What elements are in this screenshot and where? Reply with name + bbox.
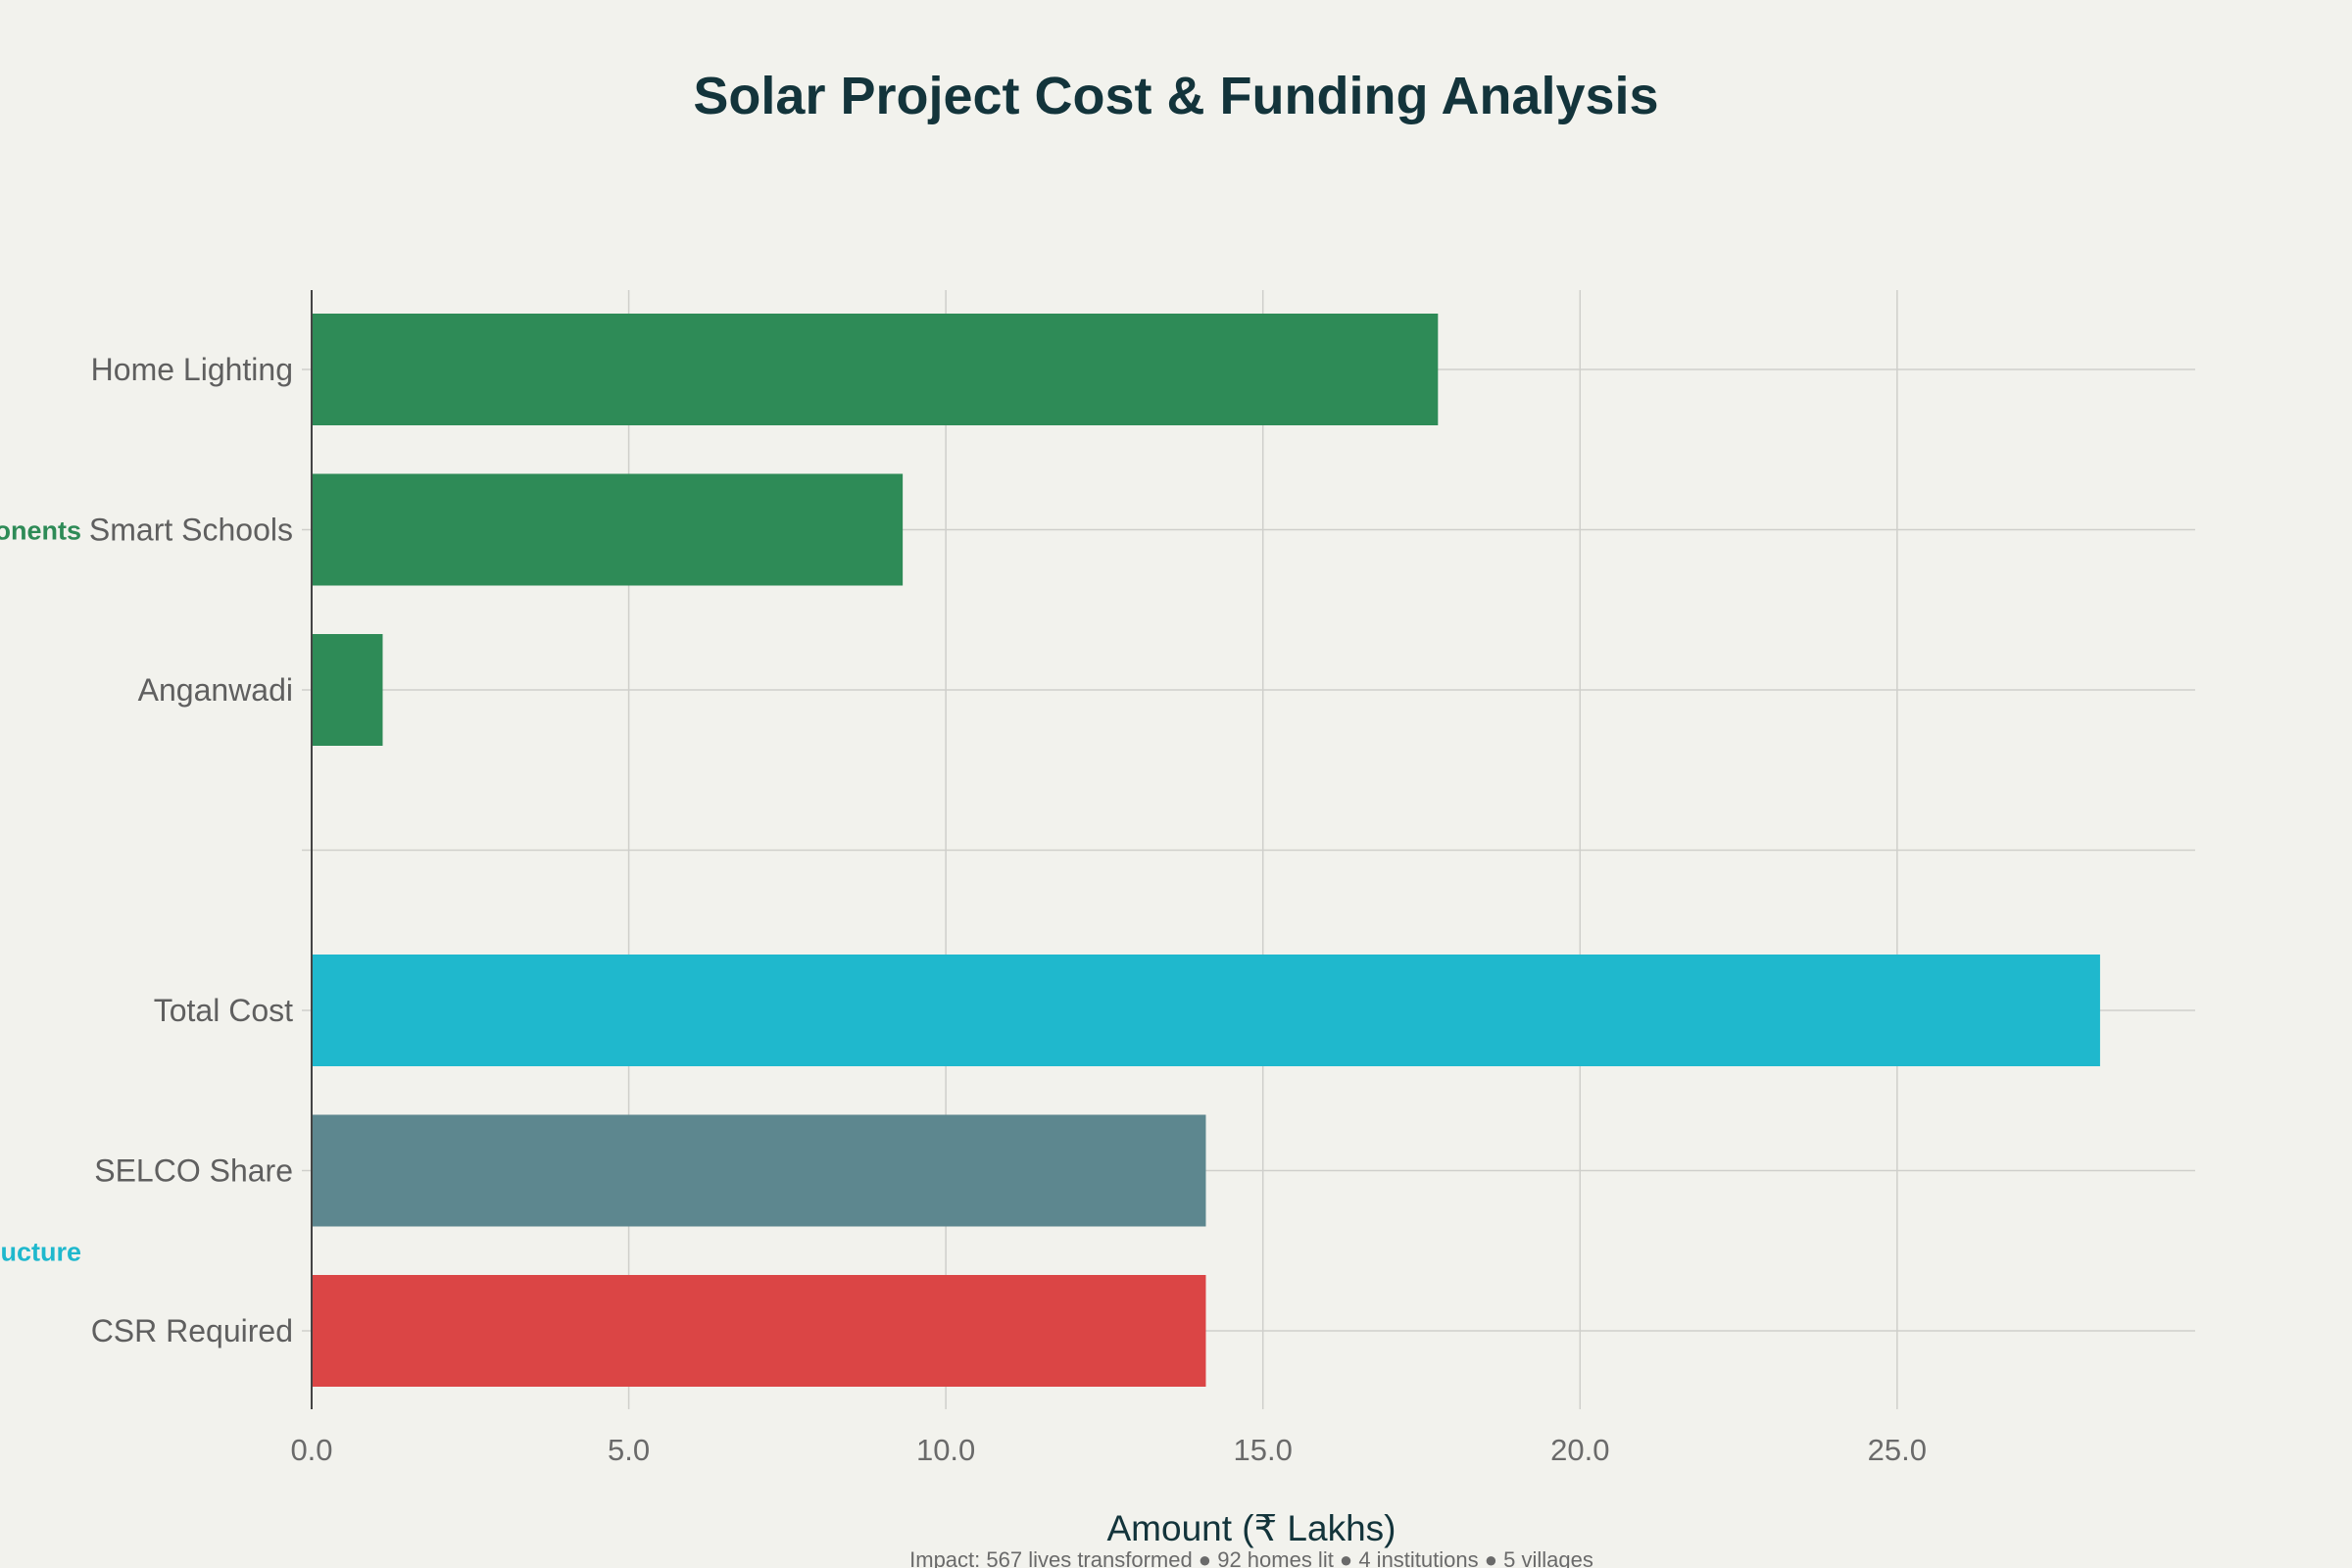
x-tick-labels: 0.0 5.0 10.0 15.0 20.0 25.0	[290, 1433, 1927, 1467]
category-labels: Home Lighting Smart Schools Anganwadi Total…	[89, 352, 293, 1348]
category-label: CSR Required	[91, 1313, 293, 1348]
x-tick-label: 25.0	[1868, 1433, 1927, 1467]
chart-title: Solar Project Cost & Funding Analysis	[693, 67, 1658, 125]
bar	[312, 314, 1439, 425]
bar	[312, 1114, 1206, 1227]
bar	[312, 955, 2100, 1066]
x-tick-label: 20.0	[1550, 1433, 1609, 1467]
bar	[312, 1275, 1206, 1387]
x-axis-title: Amount (₹ Lakhs)	[1107, 1508, 1396, 1548]
x-tick-label: 5.0	[608, 1433, 650, 1467]
category-label: SELCO Share	[94, 1153, 293, 1189]
group-label: onents	[0, 516, 81, 546]
category-label: Total Cost	[154, 993, 293, 1028]
bars	[312, 314, 2100, 1387]
group-label: ucture	[0, 1237, 81, 1266]
category-label: Anganwadi	[138, 672, 293, 708]
bar	[312, 473, 904, 586]
x-tick-label: 0.0	[290, 1433, 332, 1467]
impact-footnote: Impact: 567 lives transformed ● 92 homes…	[909, 1547, 1593, 1568]
bar	[312, 634, 383, 746]
group-labels: onents ucture	[0, 516, 81, 1267]
category-label: Home Lighting	[91, 352, 293, 387]
x-tick-label: 10.0	[916, 1433, 975, 1467]
x-tick-label: 15.0	[1234, 1433, 1293, 1467]
gridlines	[302, 290, 2195, 1409]
category-label: Smart Schools	[89, 513, 293, 548]
